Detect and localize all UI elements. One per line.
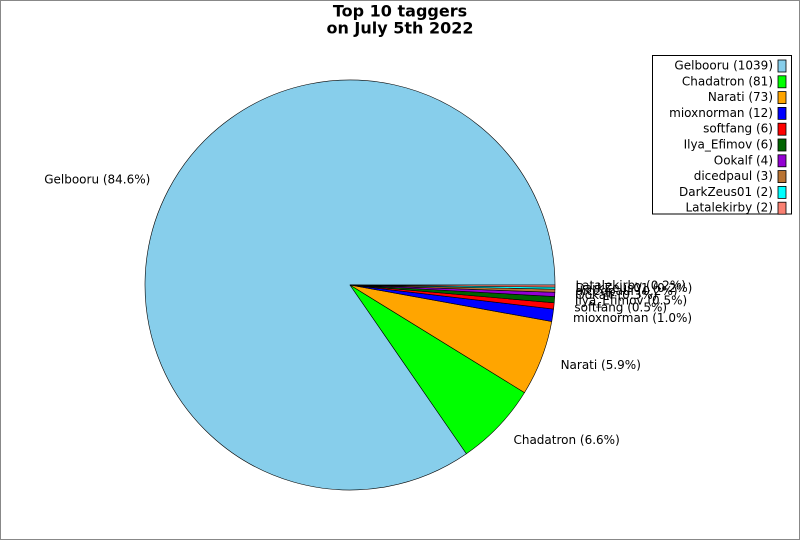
slice-label: Ookalf (0.3%) [575,288,657,302]
legend-label: DarkZeus01 (2) [679,185,773,199]
chart-title: Top 10 taggers [333,2,467,21]
legend-label: Chadatron (81) [682,74,773,88]
slice-label: softfang (0.5%) [574,301,667,315]
legend-swatch [777,170,787,184]
legend-swatch [777,154,787,168]
slice-label: Ilya_Efimov (0.5%) [575,294,687,308]
legend-label: softfang (6) [703,122,773,136]
chart-title: on July 5th 2022 [326,19,473,38]
slice-label: Latalekirby (0.2%) [575,279,685,293]
legend-label: dicedpaul (3) [694,169,773,183]
legend-box [652,55,792,215]
slice-label: Chadatron (6.6%) [513,433,619,447]
legend-swatch [777,59,787,73]
legend-swatch [777,75,787,89]
pie-slice [349,284,556,288]
legend-swatch [777,91,787,104]
slice-label: dicedpaul (0.2%) [575,284,677,298]
slice-label: Narati (5.9%) [561,358,641,372]
slice-label: Gelbooru (84.6%) [44,173,150,187]
legend-label: Ookalf (4) [714,153,773,167]
legend-label: Narati (73) [708,90,773,104]
legend-label: Latalekirby (2) [685,201,773,215]
legend-swatch [777,122,787,136]
slice-label: DarkZeus01 (0.2%) [575,281,692,295]
legend-label: Gelbooru (1039) [674,59,773,73]
legend-label: Ilya_Efimov (6) [684,138,773,152]
legend-swatch [777,185,787,199]
slice-label: mioxnorman (1.0%) [573,311,692,325]
legend-label: mioxnorman (12) [669,106,773,120]
legend-swatch [777,201,787,215]
legend-swatch [777,138,787,152]
legend-swatch [777,107,787,120]
